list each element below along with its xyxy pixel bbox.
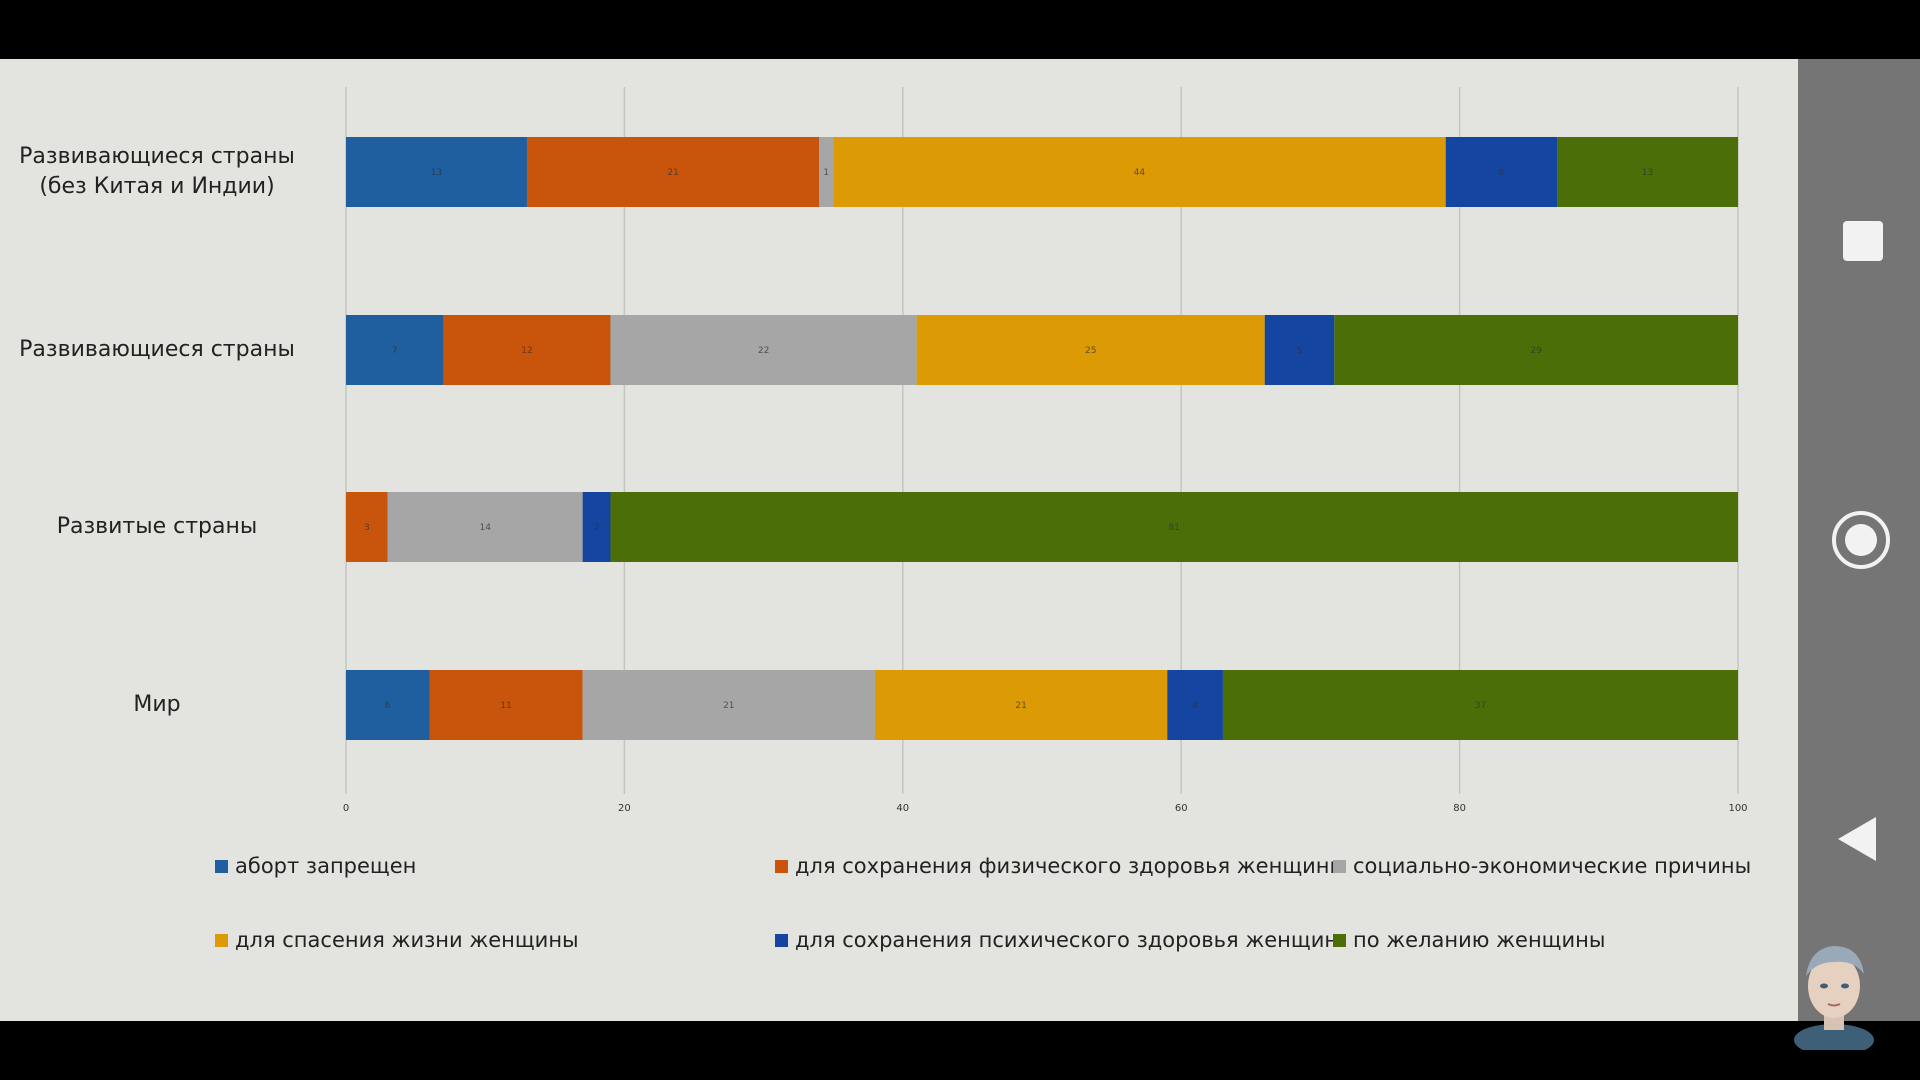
- bar-segment: [1264, 315, 1335, 385]
- bar-value-label: 4: [1192, 701, 1198, 711]
- bar-segment: [1167, 670, 1223, 740]
- bar-segment: [819, 137, 834, 207]
- bar-segment: [443, 315, 611, 385]
- bar-segment: [346, 492, 388, 562]
- bar-value-label: 11: [500, 701, 511, 711]
- bar-segment: [387, 492, 583, 562]
- bar-value-label: 5: [1297, 346, 1303, 356]
- category-label-line: Развивающиеся страны: [19, 144, 295, 169]
- bar-value-label: 37: [1475, 701, 1486, 711]
- bar-value-label: 7: [392, 346, 398, 356]
- legend-label: для спасения жизни женщины: [235, 928, 579, 952]
- chart-slide: 0 20 40 60 80 100 13 21 1 44 8 13 7 12 22 25 5 29 3 14 2 81 6 1…: [0, 59, 1798, 1021]
- x-tick-label: 60: [1175, 803, 1188, 814]
- category-label: Развивающиеся страны (без Китая и Индии): [0, 142, 322, 202]
- bar-segment: [346, 670, 430, 740]
- bar-segment: [1222, 670, 1738, 740]
- bar-value-label: 44: [1134, 168, 1146, 178]
- legend-item: для сохранения физического здоровья женщ…: [775, 854, 1346, 878]
- bar-value-label: 12: [521, 346, 532, 356]
- bar-segment: [582, 492, 611, 562]
- legend-swatch: [1333, 933, 1346, 947]
- legend-label: для сохранения психического здоровья жен…: [795, 928, 1339, 952]
- bar-segment: [346, 137, 527, 207]
- bar-segment: [874, 670, 1168, 740]
- bar-value-label: 3: [364, 523, 370, 533]
- bar-value-label: 6: [385, 701, 391, 711]
- bar-segment: [429, 670, 583, 740]
- avatar: [1794, 946, 1874, 1050]
- x-tick-label: 40: [896, 803, 909, 814]
- category-label-line: Развитые страны: [56, 514, 258, 539]
- legend-item: социально-экономические причины: [1333, 854, 1751, 878]
- bar-segment: [610, 492, 1738, 562]
- legend-item: для спасения жизни женщины: [215, 928, 579, 952]
- legend-label: аборт запрещен: [235, 854, 417, 878]
- x-tick-label: 80: [1453, 803, 1466, 814]
- category-label-line: Развивающиеся страны: [19, 337, 295, 362]
- bar-segment: [582, 670, 875, 740]
- bar-value-label: 14: [479, 523, 491, 533]
- bar-segment: [916, 315, 1265, 385]
- bar-value-label: 13: [1642, 168, 1653, 178]
- legend-swatch: [775, 933, 788, 947]
- bar-value-label: 21: [667, 168, 678, 178]
- bar-segment: [1445, 137, 1558, 207]
- legend-label: для сохранения физического здоровья женщ…: [795, 854, 1347, 878]
- bar-value-label: 13: [431, 168, 442, 178]
- bar-value-label: 25: [1085, 346, 1096, 356]
- stacked-bar-chart: 0 20 40 60 80 100 13 21 1 44 8 13 7 12 22 25 5 29 3 14 2 81 6 1…: [343, 87, 1748, 814]
- circle-home-inner: [1845, 524, 1877, 556]
- legend-swatch: [215, 933, 228, 947]
- bar-value-label: 21: [723, 701, 734, 711]
- legend-item: для сохранения психического здоровья жен…: [775, 928, 1338, 952]
- bar-value-label: 2: [594, 523, 600, 533]
- bar-segment: [833, 137, 1446, 207]
- bar-value-label: 21: [1015, 701, 1026, 711]
- legend-item: по желанию женщины: [1333, 928, 1605, 952]
- category-label: Развитые страны: [0, 512, 322, 542]
- category-label-line: (без Китая и Индии): [39, 174, 275, 199]
- bar-value-label: 1: [823, 168, 829, 178]
- legend-swatch: [215, 859, 228, 873]
- bar-value-label: 22: [758, 346, 769, 356]
- legend-label: социально-экономические причины: [1353, 854, 1752, 878]
- legend-swatch: [775, 859, 788, 873]
- category-label-line: Мир: [133, 692, 181, 717]
- square-icon[interactable]: [1843, 221, 1883, 261]
- x-tick-label: 100: [1728, 803, 1747, 814]
- legend-swatch: [1333, 859, 1346, 873]
- bar-segment: [526, 137, 820, 207]
- bar-segment: [1557, 137, 1738, 207]
- bar-segment: [346, 315, 444, 385]
- bar-segment: [1334, 315, 1738, 385]
- bar-value-label: 29: [1530, 346, 1542, 356]
- bar-segment: [610, 315, 917, 385]
- category-label: Мир: [0, 690, 322, 720]
- triangle-back-icon[interactable]: [1838, 817, 1876, 861]
- legend-item: аборт запрещен: [215, 854, 416, 878]
- legend-label: по желанию женщины: [1353, 928, 1606, 952]
- bar-value-label: 8: [1498, 168, 1504, 178]
- x-tick-label: 0: [343, 803, 349, 814]
- category-label: Развивающиеся страны: [0, 335, 322, 365]
- circle-home-icon[interactable]: [1832, 511, 1890, 569]
- bar-value-label: 81: [1169, 523, 1180, 533]
- x-tick-label: 20: [618, 803, 631, 814]
